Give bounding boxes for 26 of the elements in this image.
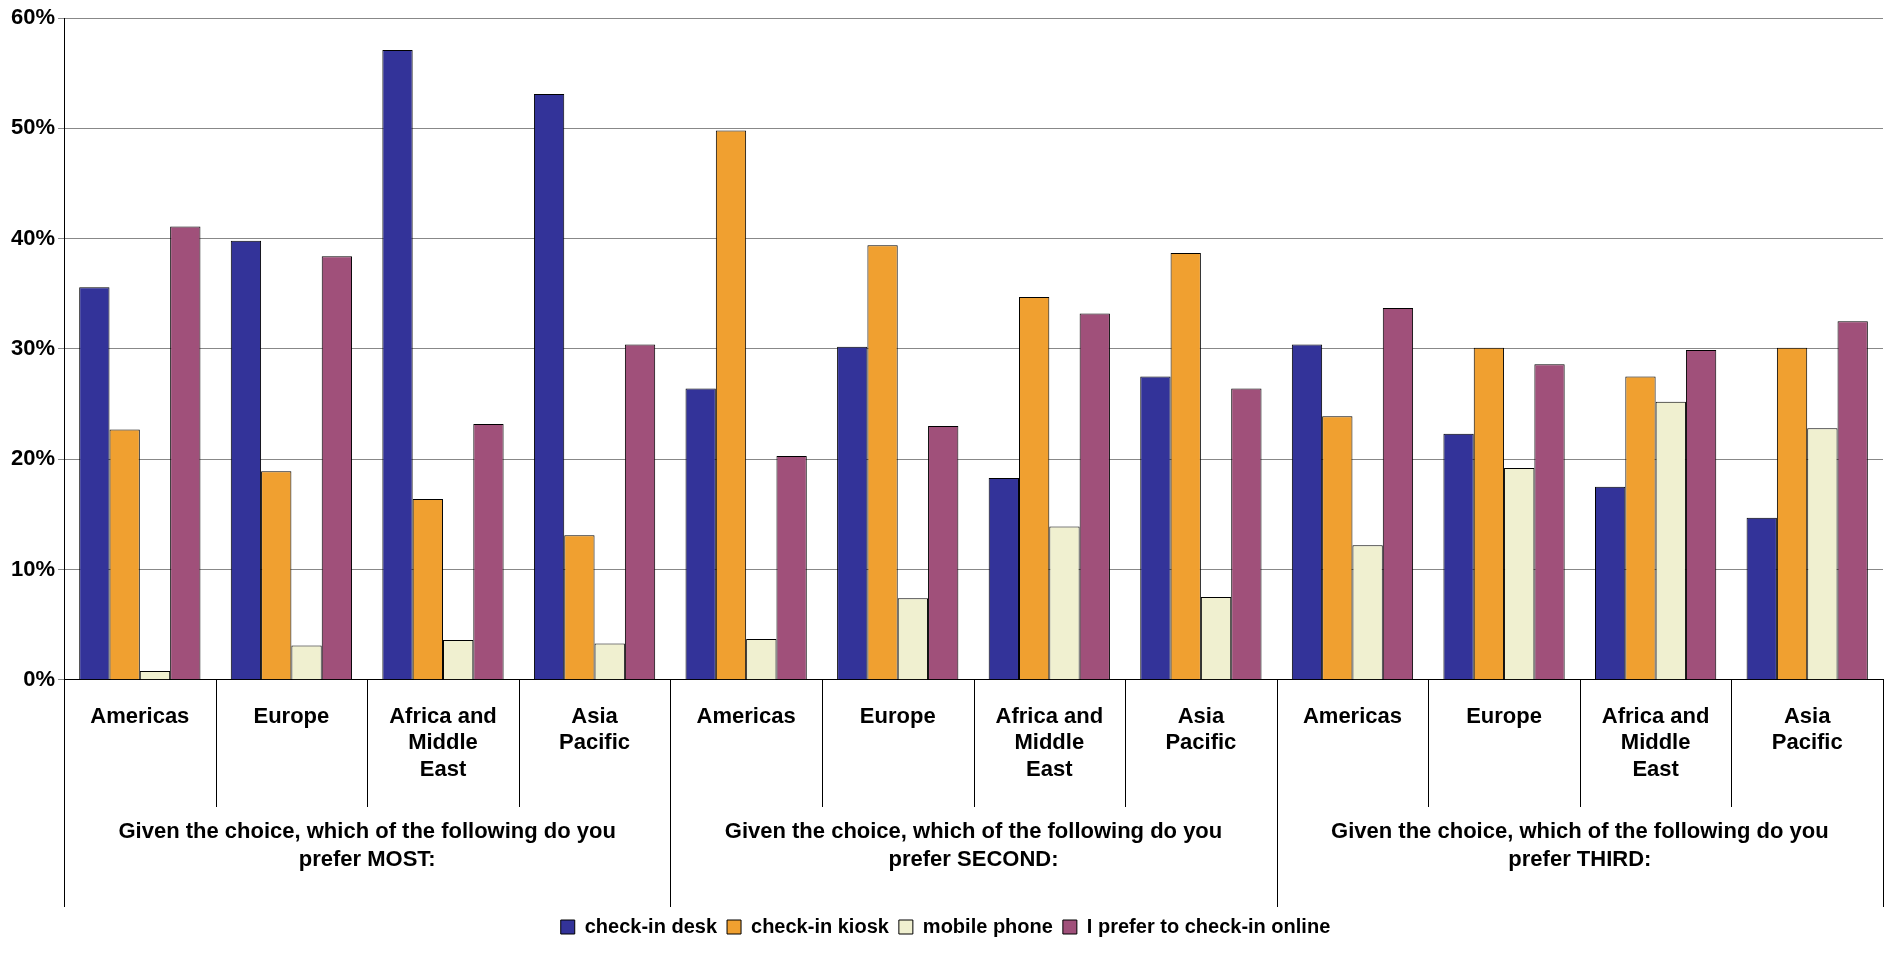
legend-label: check-in desk bbox=[584, 914, 718, 937]
x-tick-label: Europe bbox=[253, 703, 330, 729]
x-tick-label: Africa and Middle East bbox=[1601, 703, 1710, 781]
y-tick-label: 0% bbox=[23, 665, 56, 691]
legend-label: check-in kiosk bbox=[751, 914, 890, 937]
x-tick-label: Europe bbox=[859, 703, 936, 729]
y-tick-label: 10% bbox=[10, 555, 56, 581]
legend-label: I prefer to check-in online bbox=[1086, 914, 1331, 937]
x-tick-label: Africa and Middle East bbox=[389, 703, 497, 781]
y-tick-label: 50% bbox=[10, 114, 56, 140]
x-tick-label: Americas bbox=[696, 703, 796, 729]
y-tick-label: 40% bbox=[10, 224, 56, 250]
text: Given the choice, which of the following do you prefer SECOND: bbox=[724, 818, 1223, 872]
legend-label: mobile phone bbox=[922, 914, 1053, 937]
x-tick-label: Europe bbox=[1466, 703, 1542, 729]
y-tick-label: 30% bbox=[10, 334, 56, 360]
y-tick-label: 20% bbox=[10, 445, 56, 471]
x-tick-label: Asia Pacific bbox=[1165, 703, 1237, 755]
text: Given the choice, which of the following do you prefer MOST: bbox=[118, 818, 616, 872]
x-tick-label: Americas bbox=[90, 703, 190, 729]
x-tick-label: Africa and Middle East bbox=[995, 703, 1104, 781]
y-tick-label: 60% bbox=[10, 4, 56, 30]
text: Given the choice, which of the following do you prefer THIRD: bbox=[1331, 818, 1829, 872]
x-tick-label: Asia Pacific bbox=[559, 703, 631, 755]
x-tick-label: Americas bbox=[1302, 703, 1403, 729]
x-tick-label: Asia Pacific bbox=[1771, 703, 1843, 755]
